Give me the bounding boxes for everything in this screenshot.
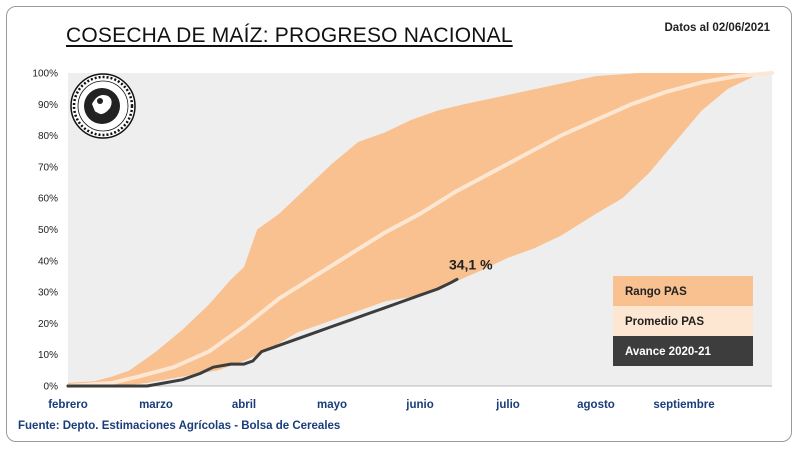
y-tick-label: 60% <box>38 194 58 205</box>
legend-label-promedio-pas: Promedio PAS <box>625 316 704 328</box>
legend-swatch-promedio-pas <box>613 306 753 336</box>
chart-legend: Rango PAS Promedio PAS Avance 2020-21 <box>613 276 753 366</box>
legend-swatch-avance-2020-21 <box>613 336 753 366</box>
legend-item-promedio-pas: Promedio PAS <box>613 306 753 336</box>
x-tick-label: junio <box>405 399 433 411</box>
y-tick-label: 100% <box>32 69 58 80</box>
x-tick-label: septiembre <box>653 399 714 411</box>
data-date-note: Datos al 02/06/2021 <box>664 22 771 34</box>
x-tick-label: mayo <box>317 399 347 411</box>
y-tick-label: 90% <box>38 100 58 111</box>
legend-label-avance-2020-21: Avance 2020-21 <box>625 346 711 358</box>
y-tick-label: 80% <box>38 131 58 142</box>
legend-item-rango-pas: Rango PAS <box>613 276 753 306</box>
y-tick-label: 20% <box>38 319 58 330</box>
series-avance-2020-21-line <box>66 277 459 388</box>
x-tick-label: febrero <box>48 399 88 411</box>
legend-label-rango-pas: Rango PAS <box>625 286 687 298</box>
y-tick-label: 10% <box>38 350 58 361</box>
y-tick-label: 40% <box>38 256 58 267</box>
y-tick-label: 50% <box>38 225 58 236</box>
y-tick-label: 0% <box>44 382 59 393</box>
bolsa-de-cereales-seal-logo <box>70 73 136 139</box>
x-tick-label: abril <box>232 399 256 411</box>
x-tick-label: marzo <box>139 399 173 411</box>
x-tick-label: julio <box>495 399 520 411</box>
y-tick-label: 70% <box>38 162 58 173</box>
series-rango-pas-band <box>68 73 772 386</box>
series-promedio-pas-line <box>66 71 774 388</box>
y-tick-label: 30% <box>38 288 58 299</box>
y-axis: 0% 10% 20% 30% 40% 50% 60% 70% 80% 90% 100% <box>32 69 772 393</box>
current-progress-label: 34,1 % <box>449 256 493 272</box>
chart-title: COSECHA DE MAÍZ: PROGRESO NACIONAL <box>66 24 513 47</box>
legend-swatch-rango-pas <box>613 276 753 306</box>
x-tick-label: agosto <box>577 399 615 411</box>
legend-item-avance-2020-21: Avance 2020-21 <box>613 336 753 366</box>
x-axis: febrero marzo abril mayo junio julio agosto sep… <box>48 399 714 411</box>
data-source: Fuente: Depto. Estimaciones Agrícolas - … <box>18 420 341 432</box>
